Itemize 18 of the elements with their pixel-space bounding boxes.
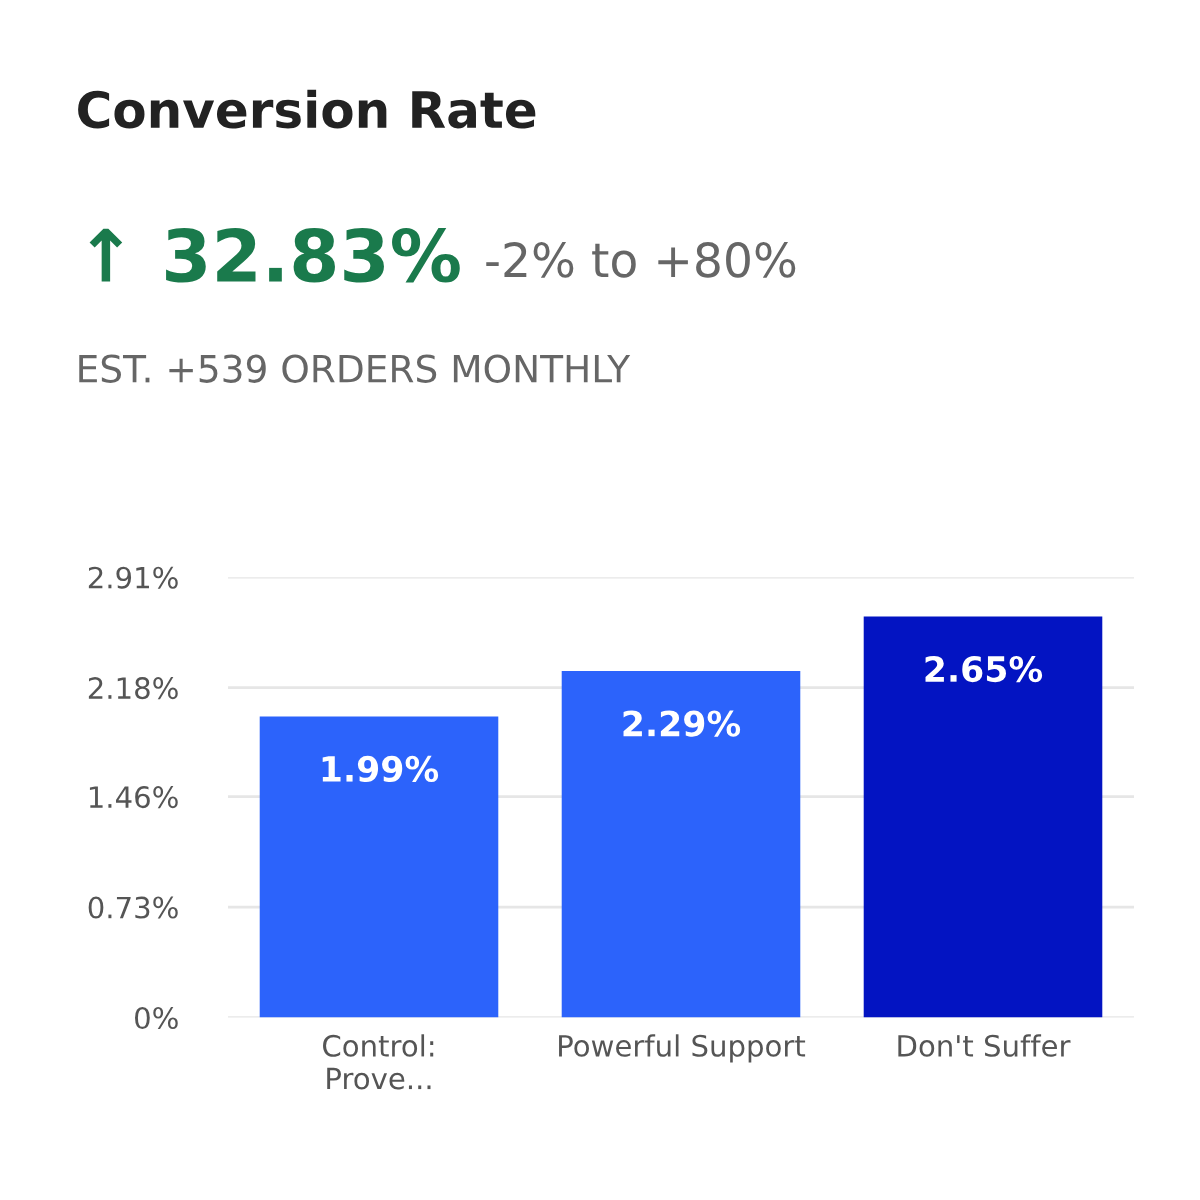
text: EST. +539 ORDERS MONTHLY (79, 354, 631, 383)
y-tick-label: 2.91% (88, 566, 178, 589)
x-tick-label: Don't Suffer (898, 1034, 1071, 1057)
bar (259, 716, 499, 1018)
y-tick-label: 1.46% (89, 786, 178, 809)
chart-title: Conversion Rate (78, 89, 536, 129)
y-tick-label: 0.73% (88, 896, 178, 919)
chart-subtitle: ↑ 32.83% (89, 227, 460, 283)
x-tick-label: Control: Prove... (323, 1034, 434, 1090)
data-label: 1.99% (322, 755, 439, 783)
y-tick-label: 0% (135, 1007, 178, 1030)
data-label: 2.29% (623, 710, 741, 737)
data-label: 2.65% (925, 655, 1043, 683)
y-tick-label: 2.18% (88, 677, 178, 700)
x-tick-label: Powerful Support (559, 1034, 806, 1063)
text: -2% to +80% (486, 241, 796, 278)
bar (863, 616, 1103, 1018)
bar (561, 671, 801, 1018)
